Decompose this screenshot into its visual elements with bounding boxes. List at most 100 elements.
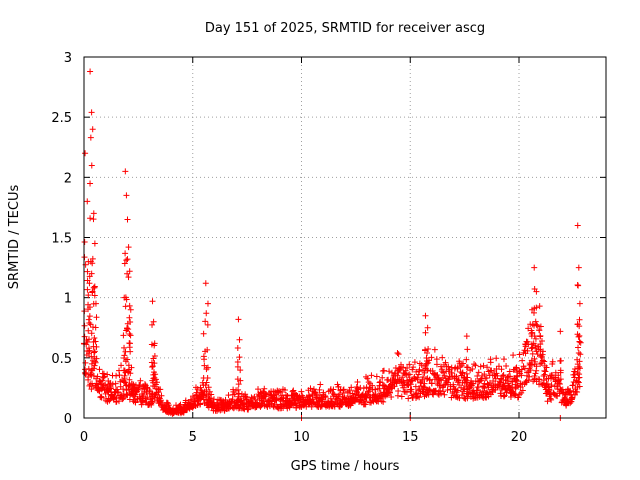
data-point [569,395,576,402]
data-point [85,316,92,323]
data-point [376,379,383,386]
data-point [418,362,425,369]
data-point [349,390,356,397]
data-point [120,386,127,393]
data-point [495,363,502,370]
data-point [531,375,538,382]
data-point [122,379,129,386]
data-point [431,346,438,353]
data-point [451,385,458,392]
data-point [81,322,88,329]
data-point-peak [86,280,93,287]
data-point [471,361,478,368]
data-point [519,357,526,364]
data-point [88,162,95,169]
data-point [567,387,574,394]
data-point [509,378,516,385]
data-point [487,359,494,366]
data-point [150,379,157,386]
data-point [261,385,268,392]
data-point [205,384,212,391]
data-point [528,341,535,348]
data-point [532,358,539,365]
data-point [377,378,384,385]
data-point [419,377,426,384]
data-point [433,356,440,363]
data-point-peak [575,264,582,271]
data-point [524,347,531,354]
data-point [480,362,487,369]
data-point [322,394,329,401]
data-point [477,389,484,396]
data-point [157,386,164,393]
y-tick-label: 2.5 [51,111,72,126]
data-point [298,388,305,395]
data-point [529,321,536,328]
data-point [416,394,423,401]
data-point [386,368,393,375]
data-point [574,331,581,338]
data-point [165,402,172,409]
data-point [483,374,490,381]
data-point [525,325,532,332]
data-point [450,381,457,388]
data-point [533,363,540,370]
y-tick-label: 0 [64,412,72,427]
data-point [234,358,241,365]
data-point [89,289,96,296]
data-point [319,396,326,403]
data-point [539,357,546,364]
data-point [500,371,507,378]
data-point [575,379,582,386]
data-point [516,391,523,398]
data-point [104,371,111,378]
data-point [399,374,406,381]
data-point [426,377,433,384]
data-point [557,367,564,374]
data-point [267,391,274,398]
data-point [394,349,401,356]
data-point [141,381,148,388]
data-point [574,369,581,376]
data-point-peak [424,324,431,331]
data-point [421,369,428,376]
data-point [400,384,407,391]
data-point [543,364,550,371]
data-point [235,390,242,397]
data-point-peak [149,298,156,305]
data-point [86,313,93,320]
data-point-peak [574,222,581,229]
y-tick-label: 2 [64,171,72,186]
data-point [404,364,411,371]
data-point [200,375,207,382]
chart-title: Day 151 of 2025, SRMTID for receiver asc… [205,21,485,36]
data-point [116,372,123,379]
data-point [118,362,125,369]
data-point [454,393,461,400]
data-point [433,361,440,368]
data-point [203,379,210,386]
data-point [340,387,347,394]
data-point [575,344,582,351]
data-point [528,361,535,368]
data-point [235,386,242,393]
data-point [96,366,103,373]
data-point-peak [91,240,98,247]
data-point [528,330,535,337]
data-point [576,383,583,390]
data-point [475,383,482,390]
data-point [234,344,241,351]
data-point [470,380,477,387]
data-point [575,350,582,357]
data-point [90,365,97,372]
data-point [557,376,564,383]
data-point-peak [576,300,583,307]
data-point [143,384,150,391]
data-point-peak [125,244,132,251]
x-tick-label: 10 [293,430,310,445]
data-point [557,357,564,364]
data-point [575,333,582,340]
data-point [575,365,582,372]
data-point [258,399,265,406]
data-point [100,370,107,377]
